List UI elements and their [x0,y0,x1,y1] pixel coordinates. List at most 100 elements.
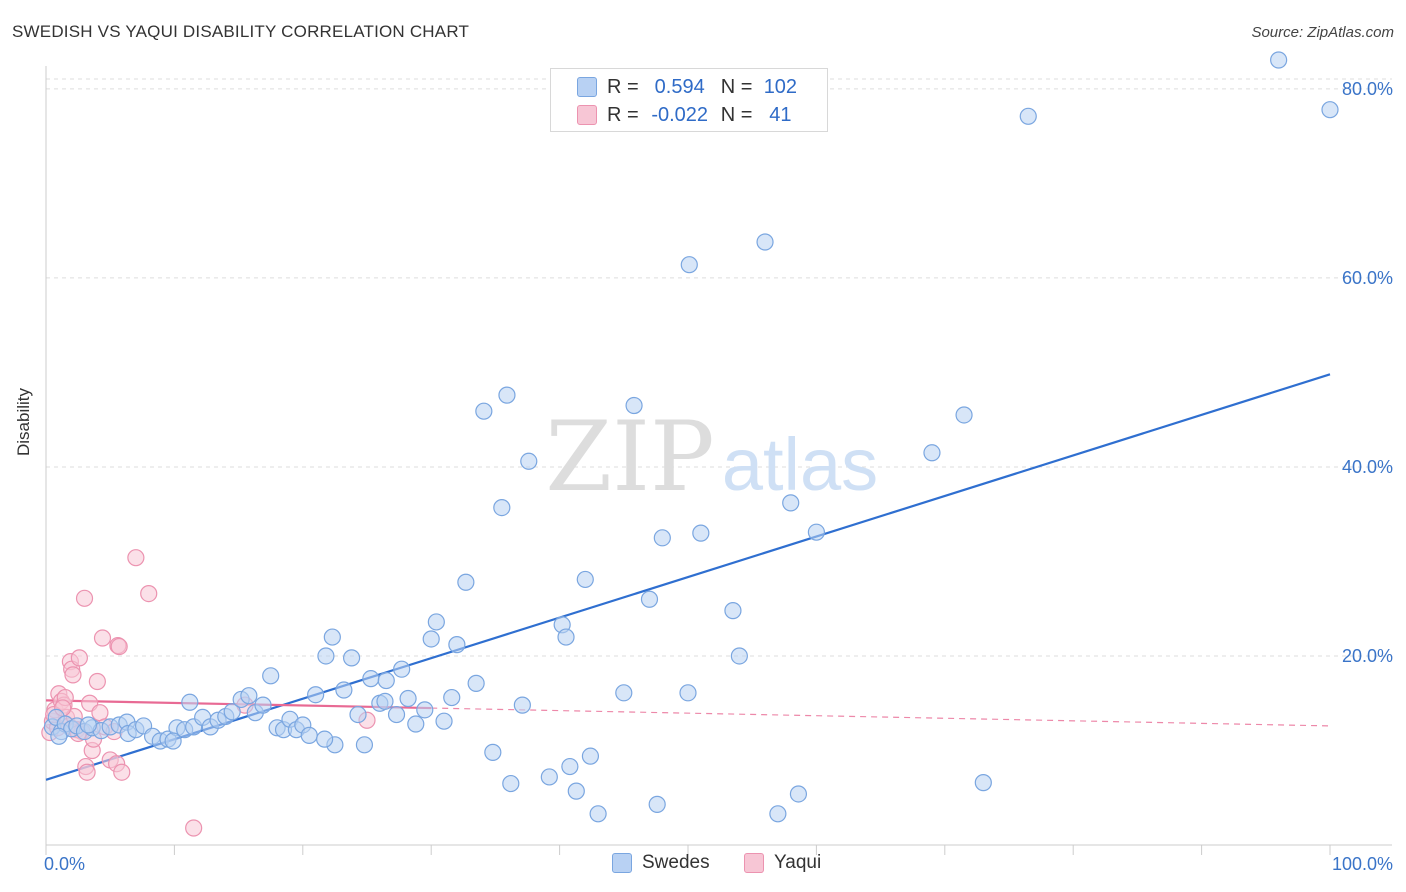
swedes-point [724,602,742,620]
x-tick-label-min: 0.0% [44,854,85,874]
swedes-point [307,686,325,704]
swedes-point [362,670,380,688]
swedes-legend-label: Swedes [642,852,710,873]
n-label: N = [720,75,753,98]
swedes-point [1270,51,1288,69]
swedes-point [448,636,466,654]
swedes-point [399,689,417,708]
swedes-n-value: 102 [763,75,798,98]
swedes-point [427,613,445,631]
yaqui-point [113,763,131,781]
yaqui-point [88,672,106,691]
bottom-legend-yaqui: Yaqui [744,852,821,874]
yaqui-point [70,649,88,667]
swedes-point [223,703,241,721]
swedes-point [520,452,538,470]
swedes-point [692,524,710,542]
swedes-point [730,647,748,665]
yaqui-point [140,584,158,603]
yaqui-point [110,637,128,656]
swedes-point [323,628,341,646]
yaqui-point [64,666,82,684]
swedes-point [1321,101,1339,119]
x-tick-label-max: 100.0% [1332,854,1393,874]
swedes-point [181,693,199,711]
legend-row-swedes: R = 0.594 N = 102 [551,73,808,101]
swedes-point [300,726,318,744]
r-label: R = [607,75,639,98]
swedes-point [807,523,826,541]
yaqui-point [127,549,145,567]
watermark: ZIP atlas [545,401,878,513]
swedes-point [576,570,594,589]
swedes-point [254,696,272,714]
yaqui-legend-swatch [744,853,764,873]
swedes-point [355,736,374,754]
swedes-swatch [577,77,597,97]
swedes-point [422,630,440,648]
swedes-point [648,795,666,813]
swedes-point [50,727,68,745]
gridlines [46,78,1392,657]
swedes-point [457,573,475,591]
swedes-point [789,785,808,803]
yaqui-r-value: -0.022 [651,103,709,126]
swedes-point [443,688,461,707]
y-tick-label: 80.0% [1342,79,1393,99]
watermark-zip: ZIP [545,401,714,513]
swedes-point [502,774,520,793]
stats-legend: R = 0.594 N = 102 R = -0.022 N = 41 [550,68,828,132]
swedes-point [387,705,406,724]
swedes-point [377,671,395,690]
swedes-point [557,628,575,646]
swedes-point [475,402,493,420]
swedes-point [615,684,633,702]
swedes-point [393,660,411,678]
swedes-point [349,705,367,724]
swedes-point [317,647,335,665]
swedes-point [79,716,97,734]
y-tick-label: 20.0% [1342,646,1393,666]
swedes-point [679,684,697,702]
swedes-point [498,386,516,404]
n-label: N = [720,103,753,126]
swedes-r-value: 0.594 [654,75,705,98]
swedes-point [923,444,941,462]
tick-labels: 20.0% 40.0% 60.0% 80.0% 0.0% 100.0% [44,79,1393,874]
swedes-point [240,687,258,705]
swedes-point [513,696,531,714]
swedes-point [782,494,800,512]
swedes-point [561,757,579,776]
y-tick-label: 40.0% [1342,457,1393,477]
swedes-point [581,747,600,765]
legend-row-yaqui: R = -0.022 N = 41 [551,101,808,129]
chart-title: SWEDISH VS YAQUI DISABILITY CORRELATION … [12,22,470,41]
swedes-point [467,674,485,692]
yaqui-trend-line-extension [431,707,1331,727]
swedes-point [955,406,973,424]
yaqui-point [93,629,112,647]
swedes-point [342,649,361,667]
r-label: R = [607,103,639,126]
swedes-point [164,732,182,750]
swedes-point [640,590,659,608]
swedes-point [493,498,511,517]
swedes-point [484,743,502,761]
y-tick-label: 60.0% [1342,268,1393,288]
yaqui-swatch [577,105,597,125]
yaqui-legend-label: Yaqui [774,852,822,873]
source-credit: Source: ZipAtlas.com [1251,24,1394,41]
bottom-legend-swedes: Swedes [612,852,710,874]
yaqui-point [78,763,96,781]
yaqui-point [185,819,203,837]
swedes-point [974,774,992,792]
yaqui-n-value: 41 [769,103,792,126]
swedes-point [680,256,698,274]
swedes-point [262,667,280,685]
data-points [41,51,1339,837]
swedes-point [540,768,558,786]
swedes-point [335,681,353,699]
swedes-point [625,396,643,415]
swedes-point [756,233,774,251]
